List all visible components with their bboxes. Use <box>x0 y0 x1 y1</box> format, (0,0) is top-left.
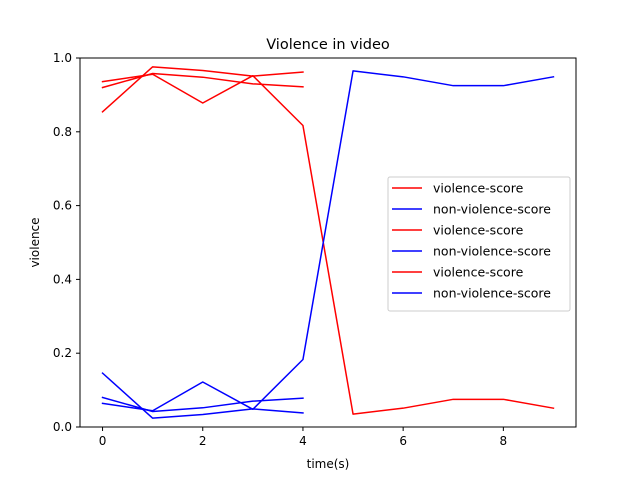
series-line-6 <box>101 70 555 412</box>
legend: violence-score non-violence-score violence… <box>387 176 571 312</box>
legend-label: non-violence-score <box>433 286 551 301</box>
series-line-3 <box>101 66 304 113</box>
legend-label: non-violence-score <box>433 202 551 217</box>
series-line-1 <box>101 72 304 89</box>
legend-label: violence-score <box>433 181 524 196</box>
legend-label: non-violence-score <box>433 244 551 259</box>
y-tick-label: 0.6 <box>53 199 72 213</box>
y-tick-label: 0.2 <box>53 346 72 360</box>
legend-box <box>387 176 571 312</box>
series-layer <box>101 66 555 419</box>
y-tick-label: 0.0 <box>53 420 72 434</box>
x-axis-label: time(s) <box>307 457 350 471</box>
x-tick-label: 8 <box>500 434 508 448</box>
y-tick-label: 1.0 <box>53 51 72 65</box>
series-line-5 <box>101 73 555 415</box>
plot-frame <box>79 57 577 428</box>
x-tick-label: 6 <box>399 434 407 448</box>
x-tick-label: 0 <box>99 434 107 448</box>
y-axis-label: violence <box>28 217 42 267</box>
y-tick-label: 0.8 <box>53 125 72 139</box>
ticks-layer: 0 2 4 6 8 0.0 0.2 0.4 0.6 0.8 1.0 <box>53 51 507 448</box>
y-tick-label: 0.4 <box>53 272 72 286</box>
series-line-2 <box>101 396 304 413</box>
series-line-4 <box>101 372 304 419</box>
legend-label: violence-score <box>433 265 524 280</box>
chart-title: Violence in video <box>266 37 390 53</box>
x-tick-label: 4 <box>299 434 307 448</box>
x-tick-label: 2 <box>199 434 207 448</box>
legend-label: violence-score <box>433 223 524 238</box>
